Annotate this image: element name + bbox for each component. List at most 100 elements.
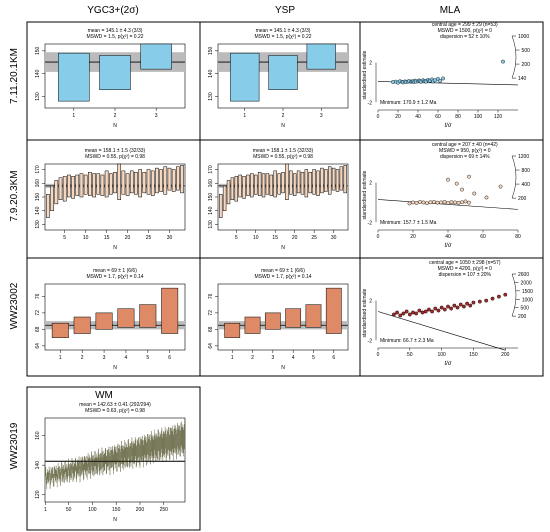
data-bar — [163, 166, 168, 195]
data-point — [463, 199, 468, 204]
age-arc-axis — [511, 155, 517, 199]
x-axis-label: N — [281, 123, 285, 129]
data-point — [467, 174, 471, 179]
data-bar — [222, 185, 227, 211]
y-tick-label: -2 — [368, 338, 373, 344]
arc-tick-label: 1000 — [522, 297, 533, 303]
data-point — [501, 59, 505, 64]
data-bar — [308, 172, 312, 194]
data-point — [433, 306, 438, 311]
plot-frame — [44, 283, 186, 351]
data-point — [428, 200, 433, 205]
x-tick-label: 30 — [167, 235, 173, 241]
chart-annotation: MSWD = 1.5, p(χ²) = 0.22 — [86, 34, 143, 40]
arc-tick-label: 200 — [518, 314, 527, 320]
data-bar — [268, 55, 298, 90]
x-tick-label: 3 — [155, 113, 158, 119]
data-bar — [312, 169, 316, 195]
data-point — [442, 199, 447, 204]
data-point — [484, 195, 489, 200]
data-point — [471, 300, 476, 305]
data-point — [421, 200, 426, 205]
data-bar — [96, 173, 101, 195]
x-tick-label: 200 — [501, 352, 510, 358]
x-tick-label: 150 — [112, 507, 121, 513]
x-tick-label: 3 — [271, 355, 274, 361]
x-tick-label: 60 — [435, 114, 441, 120]
data-point — [411, 310, 415, 315]
data-bar — [117, 308, 135, 328]
x-axis-label: N — [113, 245, 117, 251]
x-tick-label: 10 — [83, 235, 89, 241]
x-tick-label: 150 — [469, 352, 478, 358]
data-bar — [139, 304, 157, 328]
x-tick-label: 6 — [168, 355, 171, 361]
plot-frame — [217, 283, 349, 351]
data-bar — [242, 176, 246, 199]
data-point — [438, 79, 442, 83]
x-tick-label: 30 — [331, 235, 337, 241]
data-point — [468, 303, 473, 308]
chart-annotation: MSWD = 1.7, p(χ²) = 0.14 — [86, 274, 143, 280]
data-bar — [264, 312, 281, 330]
bottom-panel-title: WM — [95, 390, 113, 401]
data-bar — [180, 165, 184, 194]
y-tick-label: 140 — [35, 461, 41, 470]
data-bar — [304, 169, 309, 198]
data-bar — [159, 169, 163, 192]
data-point — [398, 313, 403, 318]
data-bar — [277, 173, 281, 195]
panel-frame — [359, 257, 544, 377]
age-arc-axis — [511, 273, 517, 317]
y-tick-label: 160 — [35, 179, 41, 188]
data-bar — [292, 173, 297, 196]
x-tick-label: 80 — [515, 234, 521, 240]
chart-annotation: mean = 158.1 ± 1.5 (32/33) — [253, 148, 314, 154]
data-point — [446, 177, 450, 182]
data-bar — [104, 170, 109, 198]
y-tick-label: 72 — [208, 310, 214, 316]
chart-annotation: mean = 142.63 ± 0.41 (292/294) — [79, 402, 151, 408]
data-bar — [339, 166, 344, 191]
data-bar — [51, 322, 69, 338]
data-bar — [320, 167, 324, 194]
x-tick-label: 4 — [292, 355, 295, 361]
data-point — [454, 181, 459, 186]
data-point — [449, 200, 454, 205]
weighted-mean-plot: mean = 69 ± 1 (6/6)MSWD = 1.7, p(χ²) = 0… — [35, 268, 186, 371]
minimum-age-label: Minimum: 66.7 ± 2.3 Ma — [380, 338, 434, 344]
data-bar — [50, 185, 54, 211]
x-tick-label: 50 — [66, 507, 72, 513]
x-tick-label: 20 — [395, 114, 401, 120]
data-point — [404, 309, 409, 314]
x-tick-label: 3 — [320, 113, 323, 119]
y-tick-label: 68 — [35, 326, 41, 332]
x-tick-label: 60 — [480, 234, 486, 240]
arc-tick-label: 140 — [518, 76, 527, 82]
arc-tick-label: 400 — [522, 182, 531, 188]
row-label-3: WW23002 — [9, 282, 20, 329]
data-point — [490, 296, 495, 301]
chart-annotation: MSWD = 950, p(χ²) = 0 — [439, 148, 491, 154]
data-point — [432, 200, 436, 204]
data-bar — [83, 174, 88, 195]
y-tick-label: 68 — [208, 326, 214, 332]
x-axis-label: N — [113, 517, 117, 523]
row-label-4: WW23019 — [9, 422, 20, 469]
data-bar — [273, 170, 277, 198]
x-axis-label: t/σ — [445, 243, 452, 249]
y-tick-label: 64 — [208, 343, 214, 349]
data-bar — [155, 167, 159, 194]
chart-annotation: MSWD = 0.55, p(χ²) = 0.98 — [85, 154, 145, 160]
y-tick-label: 72 — [35, 310, 41, 316]
chart-annotation: mean = 69 ± 1 (6/6) — [261, 268, 305, 274]
x-tick-label: 2 — [81, 355, 84, 361]
chart-annotation: mean = 145.1 ± 4.3 (3/3) — [256, 28, 311, 34]
x-tick-label: 0 — [377, 234, 380, 240]
data-point — [453, 200, 457, 205]
data-point — [392, 312, 396, 317]
minimum-age-label: Minimum: 170.9 ± 1.2 Ma — [380, 100, 437, 106]
arc-tick-label: 200 — [518, 196, 527, 202]
y-tick-label: 76 — [35, 293, 41, 299]
data-bar — [92, 173, 96, 198]
